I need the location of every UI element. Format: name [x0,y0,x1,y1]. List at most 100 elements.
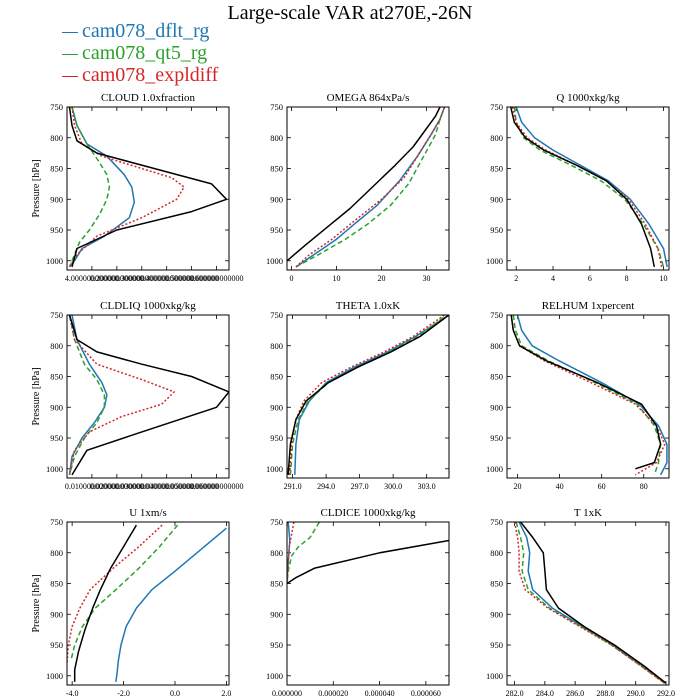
series-line [510,315,666,476]
y-tick-label: 800 [490,133,503,143]
x-tick-label: 10 [659,274,667,283]
x-tick-label: 0.400000000000 [140,274,194,283]
series-line [515,107,668,268]
y-tick-label: 950 [490,433,503,443]
panel: CLDICE 1000xkg/kg 750 800 850 900 950 1000 0.00… [266,507,450,698]
x-tick-label: 0.030000000000 [115,482,169,491]
series-line [516,315,668,476]
series-group [68,315,229,476]
x-tick-label: 4 [551,274,555,283]
y-tick-label: 800 [490,341,503,351]
y-tick-label: 900 [490,402,503,412]
panel-title: OMEGA 864xPa/s [327,92,410,104]
panel-title: U 1xm/s [129,507,167,519]
series-line [68,315,175,476]
plot-frame [66,314,230,479]
x-tick-label: 20 [378,274,386,283]
y-tick-label: 800 [490,548,503,558]
series-group [68,107,228,268]
y-tick-label: 750 [270,102,283,112]
series-line [510,315,662,470]
x-tick-label: 0.500000000000 [165,274,219,283]
series-group [67,524,227,682]
x-tick-label: 282.0 [506,689,524,698]
y-tick-label: 950 [490,640,503,650]
x-tick-label: 0.000000 [272,689,302,698]
legend-label: cam078_qt5_rg [82,42,208,64]
legend-swatch [62,54,78,55]
x-tick-label: 80 [640,482,648,491]
y-tick-label: 900 [270,402,283,412]
x-tick-label: 40 [556,482,564,491]
y-tick-label: 850 [270,372,283,382]
y-tick-label: 850 [50,579,63,589]
y-tick-label: 850 [270,164,283,174]
series-line [73,524,138,682]
plot-frame [286,314,450,479]
y-tick-label: 950 [270,225,283,235]
y-tick-label: 750 [50,102,63,112]
x-tick-label: 294.0 [317,482,335,491]
figure-title: Large-scale VAR at270E,-26N [227,2,473,24]
x-tick-label: 0.050000000000 [165,482,219,491]
x-tick-label: 2.0 [221,689,231,698]
y-tick-label: 750 [490,102,503,112]
panel: U 1xm/s Pressure [hPa] 750 800 850 900 950 1000… [31,507,231,698]
y-tick-label: 800 [270,548,283,558]
y-tick-label: 1000 [486,671,503,681]
y-tick-label: 800 [50,133,63,143]
y-tick-label: 850 [270,579,283,589]
series-line [295,107,446,268]
series-line [115,527,227,682]
series-line [68,107,185,268]
plot-frame [66,106,230,271]
y-tick-label: 950 [270,433,283,443]
series-group [510,315,668,476]
panel-title: T 1xK [574,507,602,519]
series-line [68,315,108,476]
legend-label: cam078_expldiff [82,64,219,86]
y-tick-label: 1000 [46,671,63,681]
panel-title: CLDLIQ 1000xkg/kg [100,300,196,312]
panel-title: CLDICE 1000xkg/kg [320,507,416,519]
plot-frame [286,106,450,271]
series-group [287,315,449,475]
series-line [511,107,663,268]
x-tick-label: 0.0 [170,689,180,698]
panel: Q 1000xkg/kg 750 800 850 900 950 1000 2 4 6 8 10 [486,92,670,283]
y-tick-label: 800 [50,548,63,558]
legend-label: cam078_dflt_rg [82,20,210,42]
y-tick-label: 900 [50,194,63,204]
y-tick-label: 750 [490,310,503,320]
x-tick-label: 286.0 [566,689,584,698]
x-tick-label: -2.0 [117,689,130,698]
panel: CLDLIQ 1000xkg/kg Pressure [hPa] 750 800 850… [31,300,244,491]
plot-frame [66,521,230,686]
series-line [513,522,665,684]
x-tick-label: 0.010000000000 [65,482,119,491]
y-tick-label: 950 [270,640,283,650]
plot-frame [286,521,450,686]
series-line [287,107,441,262]
y-tick-label: 800 [270,133,283,143]
series-line [68,315,229,476]
series-line [509,107,656,268]
x-tick-label: 290.0 [627,689,645,698]
y-tick-label: 750 [50,517,63,527]
y-tick-label: 850 [50,372,63,382]
x-tick-label: 8 [625,274,629,283]
y-tick-label: 900 [490,194,503,204]
series-line [287,539,449,585]
y-tick-label: 800 [50,341,63,351]
x-tick-label: 0.000060 [411,689,441,698]
y-tick-label: 750 [50,310,63,320]
y-tick-label: 900 [50,609,63,619]
series-line [68,107,111,268]
y-tick-label: 1000 [46,464,63,474]
x-tick-label: 10 [333,274,341,283]
legend-swatch [62,76,78,77]
y-tick-label: 900 [490,609,503,619]
y-tick-label: 950 [490,225,503,235]
